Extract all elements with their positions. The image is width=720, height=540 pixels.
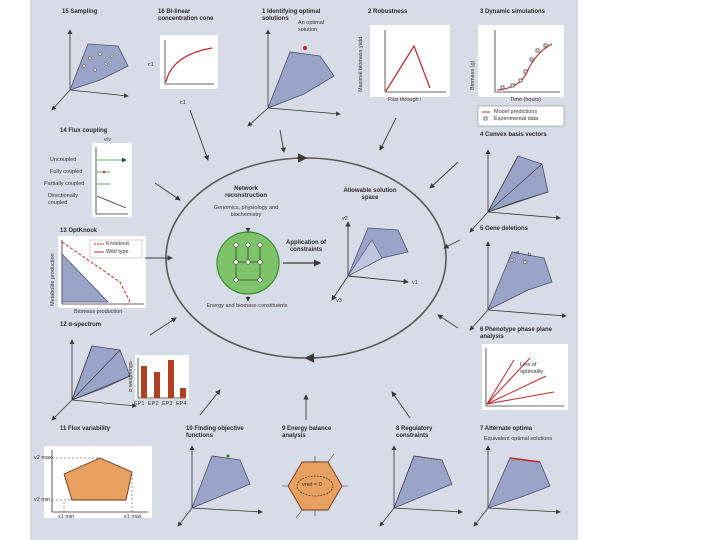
- section-11-title: 11 Flux variability: [60, 426, 111, 432]
- panel2-box: [370, 25, 450, 97]
- section-7-title: 7 Alternate optima: [480, 426, 533, 432]
- ep2-label: EP2: [148, 401, 159, 407]
- section-6-title: 6 Phenotype phase plane analysis: [480, 327, 553, 340]
- center-cone: [331, 221, 409, 301]
- metabolite-production-label: Metabolite production: [50, 253, 56, 306]
- optimal-solution-label: An optimal solution: [298, 20, 324, 33]
- experimental-data-label: Experimental data: [494, 116, 539, 122]
- panel6-box: [482, 344, 568, 410]
- section-1-title: 1 Identifying optimal solutions: [262, 9, 321, 22]
- section-2-title: 2 Robustness: [368, 9, 408, 15]
- c1-label: c1: [148, 62, 154, 68]
- knockout-label: Knockout: [106, 241, 129, 247]
- section-15-title: 15 Sampling: [62, 9, 98, 15]
- section-4-title: 4 Convex basis vectors: [480, 132, 547, 138]
- flux-ratio-label: v/v: [104, 137, 112, 143]
- cone-7: [473, 445, 561, 527]
- v1-max-label: v1 max: [124, 514, 142, 520]
- genomics-label: Genomics, physiology and biochemistry: [213, 205, 279, 218]
- cone-10: [177, 445, 263, 527]
- flux-through-label: Flux through i: [388, 97, 422, 103]
- energy-hexagon: [282, 453, 348, 519]
- cone-8: [379, 445, 463, 527]
- cone-15: [51, 29, 129, 111]
- directionally-coupled-label: Directionally coupled: [48, 193, 78, 206]
- fully-coupled-label: Fully coupled: [50, 169, 83, 175]
- panel14-box: [92, 143, 132, 217]
- v1-min-label: v1 min: [58, 514, 75, 520]
- legend3-box: [477, 105, 565, 127]
- model-predictions-label: Model predictions: [494, 109, 538, 115]
- energy-biomass-label: Energy and biomass constituents: [206, 303, 288, 309]
- section-13-title: 13 OptKnock: [60, 228, 98, 234]
- v2-min-label: v2 min: [34, 497, 51, 503]
- b-label: b: [528, 252, 532, 258]
- section-14-title: 14 Flux coupling: [60, 128, 108, 134]
- connector-arrows: [145, 109, 461, 420]
- cone-1: [247, 29, 341, 127]
- alpha-weightings-label: α weightings: [128, 361, 134, 392]
- section-8-title: 8 Regulatory constraints: [396, 426, 433, 439]
- section-16-title: 16 Bi-linear concentration cone: [158, 9, 214, 22]
- v2-label: v2: [342, 216, 348, 222]
- time-label: Time (hours): [510, 97, 541, 103]
- central-cycle: [165, 153, 447, 363]
- ep3-label: EP3: [162, 401, 173, 407]
- cone-12: [51, 339, 137, 421]
- uncoupled-label: Uncoupled: [50, 157, 77, 163]
- partially-coupled-label: Partially coupled: [44, 181, 85, 187]
- section-12-title: 12 α-spectrum: [60, 322, 102, 328]
- wild-type-label: Wild type: [106, 249, 129, 255]
- network-reconstruction-label: Network reconstruction: [224, 186, 267, 199]
- allowable-space-label: Allowable solution space: [343, 188, 397, 201]
- max-biomass-label: Maximal biomass yield: [358, 36, 364, 92]
- cone-4: [469, 149, 561, 233]
- panel16-box: [160, 35, 218, 89]
- v1-label: v1: [412, 280, 418, 286]
- section-9-title: 9 Energy balance analysis: [282, 426, 332, 439]
- section-3-title: 3 Dynamic simulations: [480, 9, 546, 15]
- biomass-label: Biomass (g): [470, 60, 476, 90]
- application-constraints-label: Application of constraints: [286, 240, 326, 253]
- ep4-label: EP4: [176, 401, 187, 407]
- v2-max-label: v2 max: [34, 455, 52, 461]
- a-label: a: [516, 250, 520, 256]
- line-of-optimality-label: Line of optimality: [520, 362, 544, 375]
- section-10-title: 10 Finding objective functions: [186, 426, 244, 439]
- cone-5: [469, 241, 567, 331]
- c1-bottom-label: c1: [180, 100, 186, 106]
- vnet-label: vnet = 0: [302, 482, 322, 488]
- biomass-production-label: Biomass production: [74, 309, 123, 315]
- v3-label: v3: [336, 298, 342, 304]
- panel3-box: [478, 25, 564, 97]
- ep1-label: EP1: [134, 401, 145, 407]
- equivalent-optimal-label: Equivalent optimal solutions: [484, 436, 553, 442]
- section-5-title: 5 Gene deletions: [480, 226, 529, 232]
